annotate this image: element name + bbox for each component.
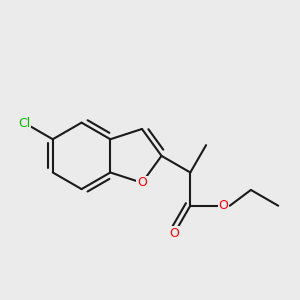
Text: O: O	[169, 226, 179, 240]
Text: Cl: Cl	[18, 117, 30, 130]
Text: O: O	[219, 199, 229, 212]
Text: O: O	[137, 176, 147, 189]
